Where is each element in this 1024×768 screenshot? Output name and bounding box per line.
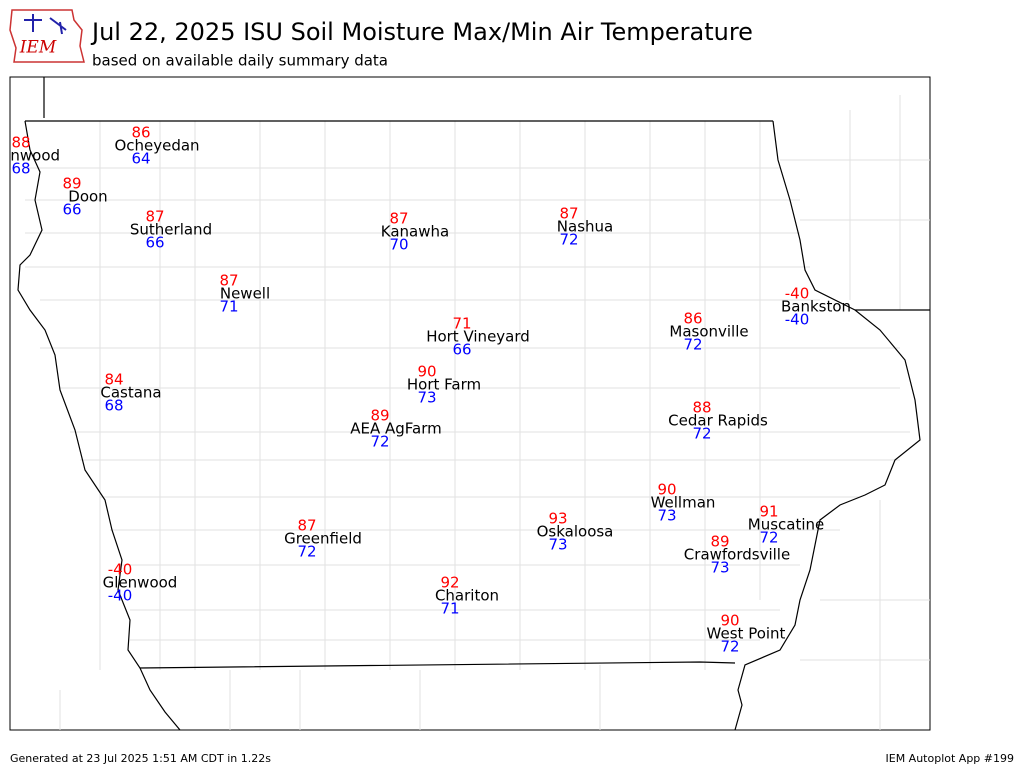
max-temp: 87 <box>297 517 316 535</box>
subtitle: based on available daily summary data <box>92 52 388 70</box>
min-temp: 68 <box>104 397 123 415</box>
station-name: Cedar Rapids <box>668 412 768 430</box>
min-temp: 72 <box>759 529 778 547</box>
max-temp: 89 <box>62 175 81 193</box>
station-name: Ocheyedan <box>114 137 199 155</box>
min-temp: 73 <box>548 536 567 554</box>
min-temp: 72 <box>370 433 389 451</box>
min-temp: 70 <box>389 236 408 254</box>
station-name: Bankston <box>781 298 851 316</box>
station-name: Glenwood <box>103 574 178 592</box>
station-name: Nashua <box>557 218 613 236</box>
min-temp: -40 <box>108 587 133 605</box>
station-name: Hort Farm <box>407 376 481 394</box>
max-temp: 90 <box>657 481 676 499</box>
station-name: AEA AgFarm <box>350 420 442 438</box>
title: Jul 22, 2025 ISU Soil Moisture Max/Min A… <box>90 18 753 46</box>
max-temp: 87 <box>389 210 408 228</box>
station-name: Oskaloosa <box>537 523 614 541</box>
max-temp: 92 <box>440 574 459 592</box>
max-temp: 71 <box>452 315 471 333</box>
max-temp: 86 <box>683 310 702 328</box>
footer-app: IEM Autoplot App #199 <box>886 752 1015 765</box>
max-temp: 86 <box>131 124 150 142</box>
map-layer <box>17 77 930 730</box>
station-name: Kanawha <box>381 223 449 241</box>
min-temp: 66 <box>452 341 471 359</box>
min-temp: 73 <box>417 389 436 407</box>
min-temp: 64 <box>131 150 150 168</box>
min-temp: 72 <box>692 425 711 443</box>
min-temp: 71 <box>219 298 238 316</box>
station-name: Castana <box>100 384 161 402</box>
max-temp: 84 <box>104 371 123 389</box>
station-name: Muscatine <box>748 516 825 534</box>
max-temp: 93 <box>548 510 567 528</box>
min-temp: 66 <box>62 201 81 219</box>
max-temp: 87 <box>145 208 164 226</box>
logo: IEM <box>9 9 85 63</box>
min-temp: 66 <box>145 234 164 252</box>
stations: Inwood8868Ocheyedan8664Doon8966Sutherlan… <box>6 124 851 656</box>
max-temp: 88 <box>11 134 30 152</box>
county-lines <box>25 95 930 730</box>
min-temp: 73 <box>710 559 729 577</box>
station-name: Newell <box>220 285 270 303</box>
station-name: Sutherland <box>130 221 212 239</box>
max-temp: -40 <box>785 285 810 303</box>
min-temp: 72 <box>720 638 739 656</box>
station-name: West Point <box>707 625 786 643</box>
logo-text: IEM <box>19 38 57 58</box>
min-temp: 71 <box>440 600 459 618</box>
max-temp: 89 <box>710 533 729 551</box>
max-temp: 90 <box>417 363 436 381</box>
max-temp: 90 <box>720 612 739 630</box>
min-temp: 72 <box>297 543 316 561</box>
station-name: Crawfordsville <box>684 546 790 564</box>
station-name: Hort Vineyard <box>426 328 530 346</box>
station-name: Wellman <box>651 494 716 512</box>
min-temp: 68 <box>11 160 30 178</box>
state-borders <box>17 77 930 730</box>
max-temp: 89 <box>370 407 389 425</box>
min-temp: 72 <box>559 231 578 249</box>
max-temp: -40 <box>108 561 133 579</box>
station-name: Chariton <box>435 587 499 605</box>
station-name: Masonville <box>669 323 748 341</box>
station-name: Greenfield <box>284 530 362 548</box>
max-temp: 91 <box>759 503 778 521</box>
max-temp: 88 <box>692 399 711 417</box>
min-temp: 72 <box>683 336 702 354</box>
map-frame <box>9 76 931 731</box>
max-temp: 87 <box>559 205 578 223</box>
footer-generated: Generated at 23 Jul 2025 1:51 AM CDT in … <box>10 752 271 765</box>
station-name: Inwood <box>6 147 60 165</box>
min-temp: -40 <box>785 311 810 329</box>
min-temp: 73 <box>657 507 676 525</box>
max-temp: 87 <box>219 272 238 290</box>
station-name: Doon <box>68 188 107 206</box>
